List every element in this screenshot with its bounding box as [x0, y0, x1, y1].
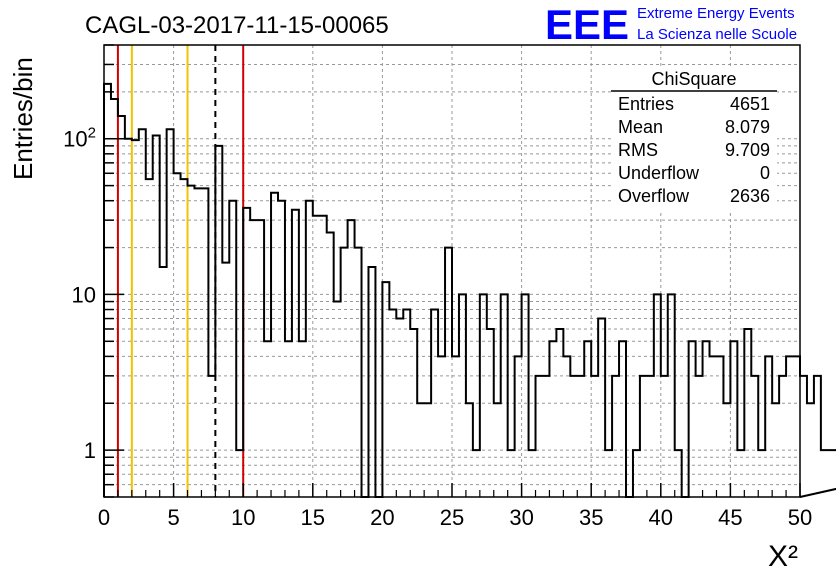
x-axis-label: X²	[768, 540, 798, 572]
chart-title: CAGL-03-2017-11-15-00065	[85, 12, 389, 39]
stats-label: Underflow	[618, 163, 700, 183]
stats-label: Entries	[618, 94, 674, 114]
x-tick-label: 5	[167, 505, 179, 530]
stats-value: 0	[760, 163, 770, 183]
x-tick-label: 0	[98, 505, 110, 530]
y-tick-label: 10	[72, 282, 96, 307]
stats-value: 2636	[730, 186, 770, 206]
y-tick-label: 102	[63, 125, 96, 152]
vertical-markers	[116, 45, 245, 497]
histogram-outline	[103, 82, 836, 498]
stats-value: 9.709	[725, 140, 770, 160]
stats-label: Mean	[618, 117, 663, 137]
y-axis-label: Entries/bin	[8, 57, 38, 180]
x-tick-label: 50	[788, 505, 812, 530]
axis-ticks: 0 5 10 15 20 25 30 35 40 45 50 1 10 102	[63, 44, 812, 530]
stats-label: Overflow	[618, 186, 690, 206]
stats-box: ChiSquare Entries 4651 Mean 8.079 RMS 9.709 Un…	[611, 67, 777, 210]
brand-line-2: La Scienza nelle Scuole	[637, 26, 797, 43]
stats-label: RMS	[618, 140, 658, 160]
x-tick-label: 10	[231, 505, 255, 530]
x-tick-label: 30	[509, 505, 533, 530]
x-tick-label: 40	[649, 505, 673, 530]
stats-value: 8.079	[725, 117, 770, 137]
stats-title: ChiSquare	[651, 69, 736, 89]
eee-logo: EEE Extreme Energy Events La Scienza nel…	[545, 1, 797, 48]
x-tick-label: 25	[440, 505, 464, 530]
x-tick-label: 15	[301, 505, 325, 530]
brand-line-1: Extreme Energy Events	[637, 5, 795, 22]
x-tick-label: 20	[370, 505, 394, 530]
eee-logo-text: EEE	[545, 1, 629, 48]
y-tick-label: 1	[84, 438, 96, 463]
stats-rows: Entries 4651 Mean 8.079 RMS 9.709 Underflow 0 Ov…	[618, 94, 770, 206]
x-tick-label: 35	[579, 505, 603, 530]
x-tick-label: 45	[718, 505, 742, 530]
stats-value: 4651	[730, 94, 770, 114]
